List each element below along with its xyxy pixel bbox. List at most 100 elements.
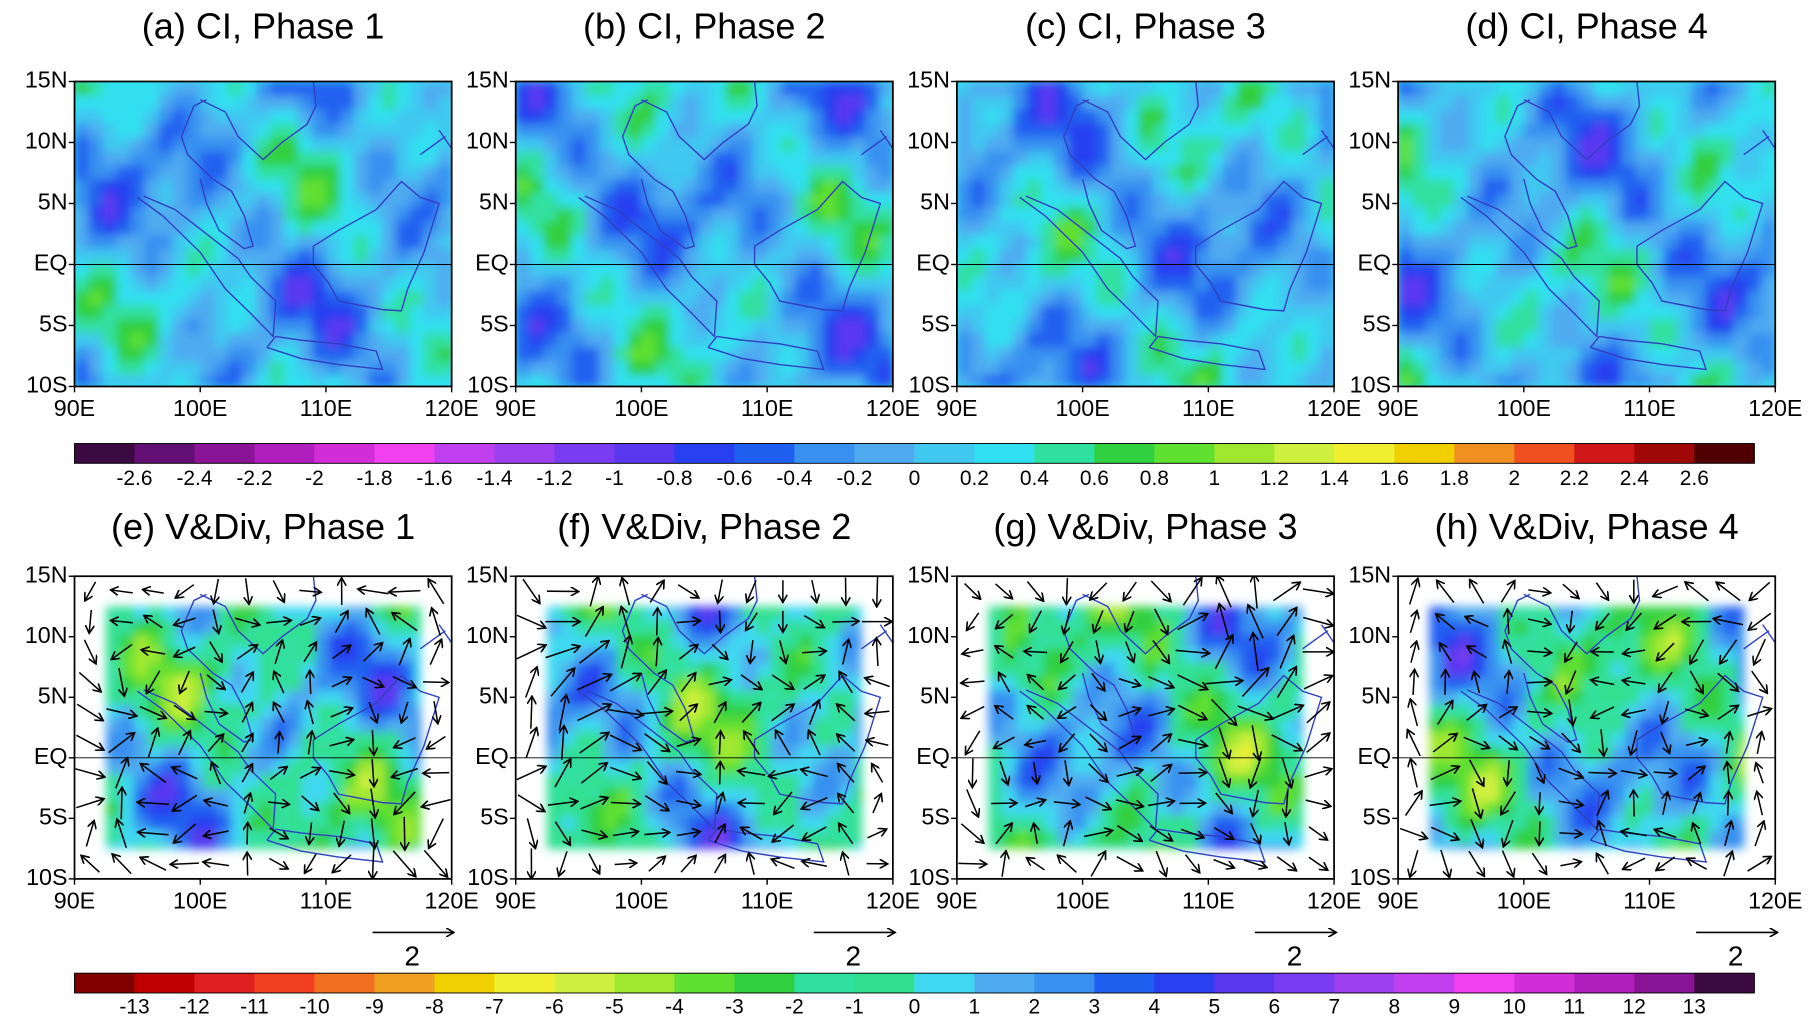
field-cell (757, 620, 772, 635)
field-cell (1058, 662, 1073, 677)
field-cell (116, 137, 131, 152)
field-cell (214, 319, 229, 334)
field-cell (697, 81, 712, 96)
field-cell (659, 816, 674, 831)
field-cell (669, 81, 684, 96)
field-cell (144, 221, 159, 236)
field-cell (673, 774, 688, 789)
field-cell (1180, 151, 1195, 166)
field-cell (547, 760, 562, 775)
colorbar: -2.6-2.4-2.2-2-1.8-1.6-1.4-1.2-1-0.8-0.6… (75, 444, 1755, 491)
field-cell (617, 690, 632, 705)
field-cell (957, 291, 972, 306)
field-cell (589, 816, 604, 831)
field-cell (1250, 95, 1265, 110)
field-cell (1226, 844, 1241, 849)
field-cell (218, 648, 233, 663)
field-cell (228, 319, 243, 334)
field-cell (1138, 137, 1153, 152)
field-cell (753, 179, 768, 194)
field-cell (669, 165, 684, 180)
field-cell (1278, 249, 1293, 264)
field-cell (673, 816, 688, 831)
field-cell (102, 109, 117, 124)
field-cell (1691, 375, 1706, 387)
field-cell (1180, 291, 1195, 306)
field-cell (134, 732, 149, 747)
field-cell (613, 221, 628, 236)
field-cell (1663, 249, 1678, 264)
field-cell (641, 375, 656, 387)
field-cell (260, 844, 275, 849)
field-cell (1625, 774, 1640, 789)
field-cell (1016, 788, 1031, 803)
field-cell (1027, 95, 1042, 110)
field-cell (999, 319, 1014, 334)
field-cell (130, 291, 145, 306)
lon-tick-label: 100E (1497, 887, 1551, 913)
field-cell (75, 151, 90, 166)
field-cell (655, 151, 670, 166)
field-cell (1513, 606, 1528, 621)
lon-tick-label: 110E (1623, 887, 1676, 913)
field-cell (1296, 788, 1304, 803)
field-cell (1236, 179, 1251, 194)
map-panel: (a) CI, Phase 115N10N5NEQ5S10S90E100E110… (25, 6, 479, 421)
field-cell (1426, 291, 1441, 306)
field-cell (1072, 774, 1087, 789)
field-cell (1608, 277, 1623, 292)
lat-tick-label: 10S (26, 372, 67, 398)
field-cell (516, 375, 531, 387)
field-cell (1097, 151, 1112, 166)
field-cell (683, 151, 698, 166)
field-cell (1041, 375, 1056, 387)
field-cell (1499, 746, 1514, 761)
field-cell (1398, 235, 1413, 250)
field-cell (1719, 361, 1734, 376)
field-cell (572, 375, 587, 387)
field-cell (558, 291, 573, 306)
field-cell (516, 291, 531, 306)
field-cell (1513, 690, 1528, 705)
field-cell (697, 235, 712, 250)
field-cell (701, 606, 716, 621)
field-cell (1398, 123, 1413, 138)
field-cell (368, 151, 383, 166)
field-cell (260, 690, 275, 705)
field-cell (631, 606, 646, 621)
field-cell (1398, 361, 1413, 376)
field-cell (701, 844, 716, 849)
field-cell (589, 844, 604, 849)
field-cell (673, 606, 688, 621)
field-cell (1733, 95, 1748, 110)
field-cell (343, 746, 358, 761)
field-cell (1264, 179, 1279, 194)
field-cell (1691, 137, 1706, 152)
field-cell (270, 249, 285, 264)
field-cell (1041, 123, 1056, 138)
field-cell (1320, 249, 1335, 264)
field-cell (572, 347, 587, 362)
colorbar-label: -2.6 (116, 467, 152, 490)
field-cell (1622, 193, 1637, 208)
field-cell (837, 361, 852, 376)
field-cell (1653, 634, 1668, 649)
field-cell (1041, 291, 1056, 306)
field-cell (102, 333, 117, 348)
field-cell (1128, 690, 1143, 705)
field-cell (88, 347, 103, 362)
field-cell (603, 606, 618, 621)
field-cell (1320, 109, 1335, 124)
field-cell (1100, 844, 1115, 849)
field-cell (613, 81, 628, 96)
field-cell (1254, 830, 1269, 845)
field-cell (88, 179, 103, 194)
field-cell (1650, 109, 1665, 124)
field-cell (382, 375, 397, 387)
field-cell (1152, 193, 1167, 208)
field-cell (1278, 207, 1293, 222)
field-cell (144, 137, 159, 152)
field-cell (711, 249, 726, 264)
field-cell (1454, 319, 1469, 334)
field-cell (396, 333, 411, 348)
